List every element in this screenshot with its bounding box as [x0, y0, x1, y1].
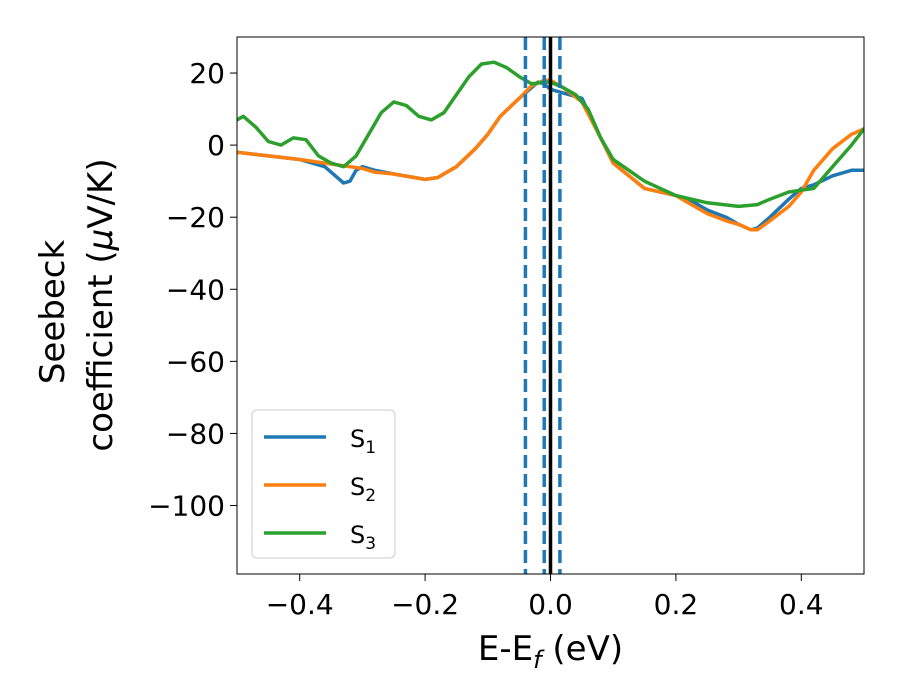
- x-axis-label: E-Ef (eV): [478, 629, 623, 674]
- x-tick-label: 0.0: [528, 588, 573, 621]
- x-axis-label-main: E-E: [478, 629, 533, 669]
- y-axis-label-line2: coefficient (μV/K): [81, 158, 121, 451]
- y-axis-label-line1: Seebeck: [33, 240, 73, 385]
- x-tick-label: 0.4: [779, 588, 824, 621]
- y-tick-label: 20: [189, 57, 225, 90]
- legend: S1 S2 S3: [251, 409, 396, 559]
- x-tick-label: −0.4: [266, 588, 334, 621]
- y-axis-label-unit: V/K): [81, 158, 121, 228]
- y-axis-label-text: coefficient (: [81, 250, 121, 451]
- x-tick-label: −0.2: [391, 588, 459, 621]
- legend-label-s2: S2: [350, 473, 376, 506]
- legend-label-s1: S1: [350, 425, 376, 458]
- axis-ticks: −0.4 −0.2 0.0 0.2 0.4 20 0 −20 −40 −60 −80 −100: [148, 57, 823, 621]
- x-tick-label: 0.2: [654, 588, 699, 621]
- legend-label-s3: S3: [350, 521, 376, 554]
- y-axis-label: Seebeck coefficient (μV/K): [33, 158, 121, 451]
- x-axis-label-unit: (eV): [542, 629, 624, 669]
- y-tick-label: −20: [166, 201, 225, 234]
- y-tick-label: −100: [148, 490, 225, 523]
- plot-area: [237, 37, 864, 574]
- y-tick-label: 0: [207, 129, 225, 162]
- y-tick-label: −40: [166, 273, 225, 306]
- y-tick-label: −80: [166, 417, 225, 450]
- y-tick-label: −60: [166, 345, 225, 378]
- series-line-s3: [237, 60, 864, 209]
- y-axis-label-mu: μ: [81, 229, 121, 252]
